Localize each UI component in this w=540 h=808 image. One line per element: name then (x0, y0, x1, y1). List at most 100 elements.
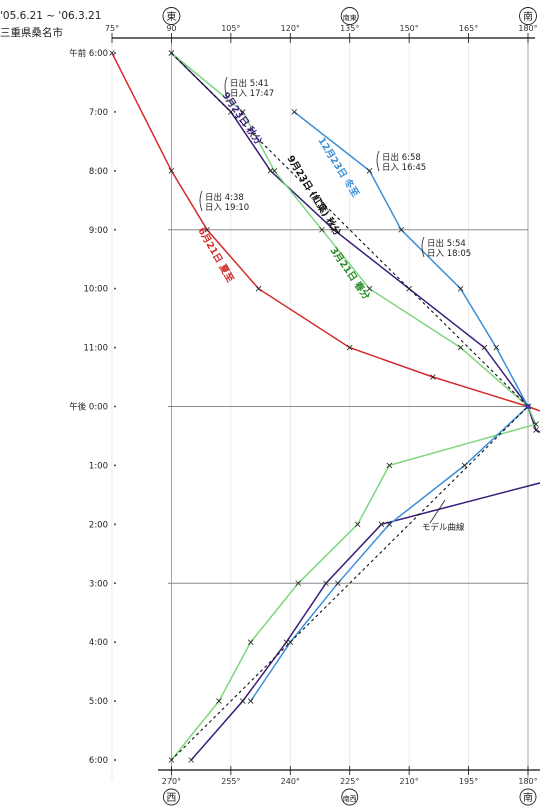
series-line (170, 52, 540, 761)
series-line (171, 52, 529, 761)
bottom-tick-label: 180° (518, 777, 537, 786)
series-line (170, 52, 537, 761)
series-point (430, 374, 436, 380)
sunset-label: 日入 17:47 (230, 89, 274, 99)
series-point (533, 427, 539, 433)
sunset-label: 日入 19:10 (205, 203, 249, 213)
hour-dot (114, 228, 116, 231)
hour-label: 1:00 (89, 461, 108, 471)
series-name-label: 12月23日 冬至 (315, 135, 361, 199)
direction-marker-label: 南 (523, 10, 533, 23)
series-point (335, 580, 341, 587)
bracket (421, 236, 425, 258)
series-point (247, 639, 254, 645)
hour-label: 11:00 (84, 344, 109, 354)
series-point (366, 168, 373, 174)
direction-marker-circle (519, 788, 537, 806)
hour-dot (114, 287, 116, 290)
sunrise-label: 日出 5:54 (427, 238, 466, 249)
series-point (481, 344, 488, 351)
hour-label: 9:00 (89, 226, 108, 236)
hour-label: 2:00 (89, 520, 108, 530)
series-point (188, 757, 195, 763)
hour-label: 5:00 (89, 697, 108, 707)
bottom-tick-label: 240° (281, 777, 300, 786)
hour-dot (114, 169, 116, 172)
series-point (354, 521, 361, 528)
sunset-label: 日入 16:45 (382, 163, 426, 173)
series-point (168, 168, 175, 174)
model-curve-label: モデル曲線 (422, 522, 465, 533)
direction-marker-label: 南西 (343, 794, 357, 803)
direction-marker-circle (162, 7, 181, 25)
series-point (331, 226, 337, 233)
series-point (346, 344, 353, 351)
top-tick-label: 150° (400, 24, 419, 33)
hour-label: 4:00 (89, 638, 108, 648)
hour-dot (114, 464, 116, 467)
series-point (239, 109, 246, 115)
direction-marker-label: 南東 (343, 13, 357, 22)
series-point (216, 698, 222, 704)
series-point (493, 344, 500, 351)
location: 三重県桑名市 (0, 26, 63, 39)
bottom-tick-label: 210° (400, 777, 419, 786)
hour-label: 7:00 (89, 108, 108, 118)
series-point (457, 285, 464, 292)
top-tick-label: 135° (340, 24, 359, 33)
direction-marker-circle (162, 788, 180, 806)
hour-dot (114, 52, 116, 54)
series-point (267, 168, 274, 174)
series-point (378, 521, 385, 528)
hour-dot (114, 582, 116, 585)
series-point (271, 168, 278, 174)
hour-dot (114, 523, 116, 526)
series-point (386, 521, 393, 528)
sunrise-label: 日出 6:58 (382, 152, 421, 163)
hour-label: 午前 6:00 (69, 48, 108, 59)
bottom-tick-label: 270° (162, 777, 181, 786)
series-point (457, 344, 464, 351)
hour-label: 午後 0:00 (69, 402, 108, 413)
series-point (398, 226, 405, 233)
bottom-tick-label: 225° (340, 777, 359, 786)
series-point (295, 580, 301, 587)
series-point (291, 109, 298, 115)
series-point (533, 421, 539, 427)
top-tick-label: 120° (281, 24, 300, 33)
direction-marker-label: 東 (166, 10, 176, 23)
bracket (199, 190, 203, 212)
hour-label: 6:00 (89, 756, 108, 766)
hour-label: 8:00 (89, 167, 108, 177)
grid (111, 40, 529, 780)
hour-dot (114, 759, 116, 761)
series-point (323, 580, 329, 587)
hour-label: 3:00 (89, 579, 108, 589)
noon-point (525, 404, 531, 409)
top-tick-label: 165° (459, 24, 478, 33)
direction-marker-circle (340, 7, 359, 25)
sunrise-label: 日出 5:41 (230, 78, 269, 89)
bottom-tick-label: 255° (221, 777, 240, 786)
direction-marker-label: 南 (523, 791, 533, 804)
top-tick-label: 105° (221, 24, 240, 33)
hour-dot (114, 346, 116, 349)
series-point (109, 50, 115, 56)
series-point (283, 639, 290, 645)
bracket (224, 76, 228, 98)
series-point (255, 285, 262, 292)
bracket (376, 150, 380, 172)
top-tick-label: 75° (105, 24, 119, 33)
top-tick-label: 90 (166, 24, 176, 33)
sunrise-label: 日出 4:38 (205, 192, 244, 203)
series-point (247, 698, 254, 704)
bottom-tick-label: 195° (459, 777, 478, 786)
direction-marker-label: 西 (166, 793, 176, 804)
series-point (366, 285, 373, 292)
series-point (239, 698, 246, 704)
series-name-label: 3月21日 春分 (328, 245, 373, 302)
